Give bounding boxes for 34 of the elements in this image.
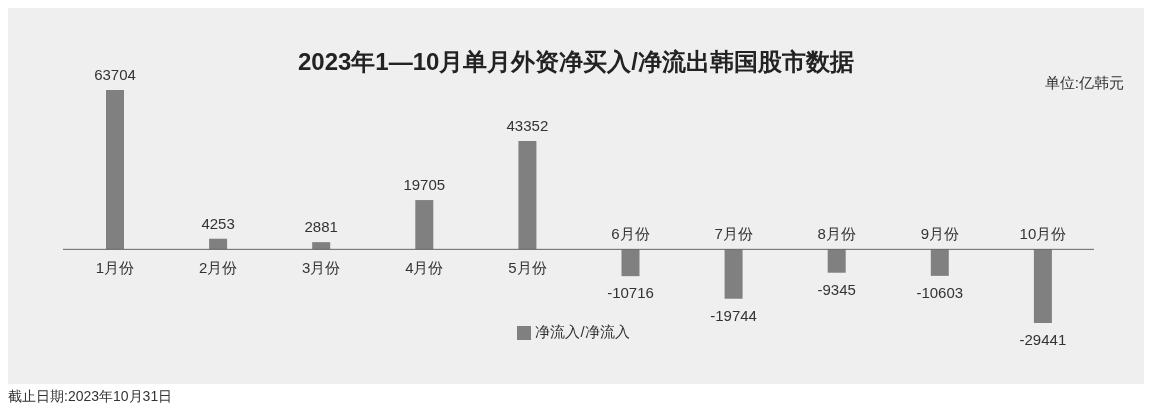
x-tick-label: 4月份 [405, 259, 444, 277]
x-tick-label: 9月份 [920, 225, 959, 243]
bar [930, 249, 949, 276]
x-tick-label: 7月份 [714, 225, 753, 243]
bar [209, 238, 228, 250]
bar [827, 249, 846, 273]
chart-title: 2023年1—10月单月外资净买入/净流出韩国股市数据 [297, 48, 855, 75]
data-label: -29441 [1019, 331, 1067, 348]
data-label: 4253 [201, 214, 235, 232]
bar [106, 90, 124, 250]
data-label: -10603 [916, 283, 964, 301]
bar [312, 242, 331, 250]
data-label: -19744 [710, 306, 757, 324]
x-tick-label: 8月份 [817, 225, 856, 243]
data-label: 2881 [304, 218, 338, 236]
data-label: -9345 [817, 280, 856, 298]
x-tick-label: 10月份 [1019, 225, 1067, 243]
x-tick-label: 3月份 [302, 259, 341, 277]
legend-label: 净流入/净流入 [535, 323, 630, 340]
bar [621, 249, 640, 277]
data-label: 19705 [403, 176, 446, 194]
x-tick-label: 6月份 [611, 225, 650, 243]
annotation: 单位:亿韩元 [1044, 74, 1124, 93]
bar [1033, 249, 1052, 323]
text: 截止日期:2023年10月31日 [8, 388, 173, 406]
bar [724, 249, 743, 299]
x-tick-label: 2月份 [198, 259, 238, 277]
data-label: 43352 [506, 116, 549, 134]
bar [518, 140, 537, 250]
data-label: -10716 [607, 284, 654, 302]
x-tick-label: 5月份 [508, 259, 547, 277]
bar [415, 200, 434, 250]
x-tick-label: 1月份 [95, 259, 135, 277]
data-label: 63704 [94, 66, 136, 83]
